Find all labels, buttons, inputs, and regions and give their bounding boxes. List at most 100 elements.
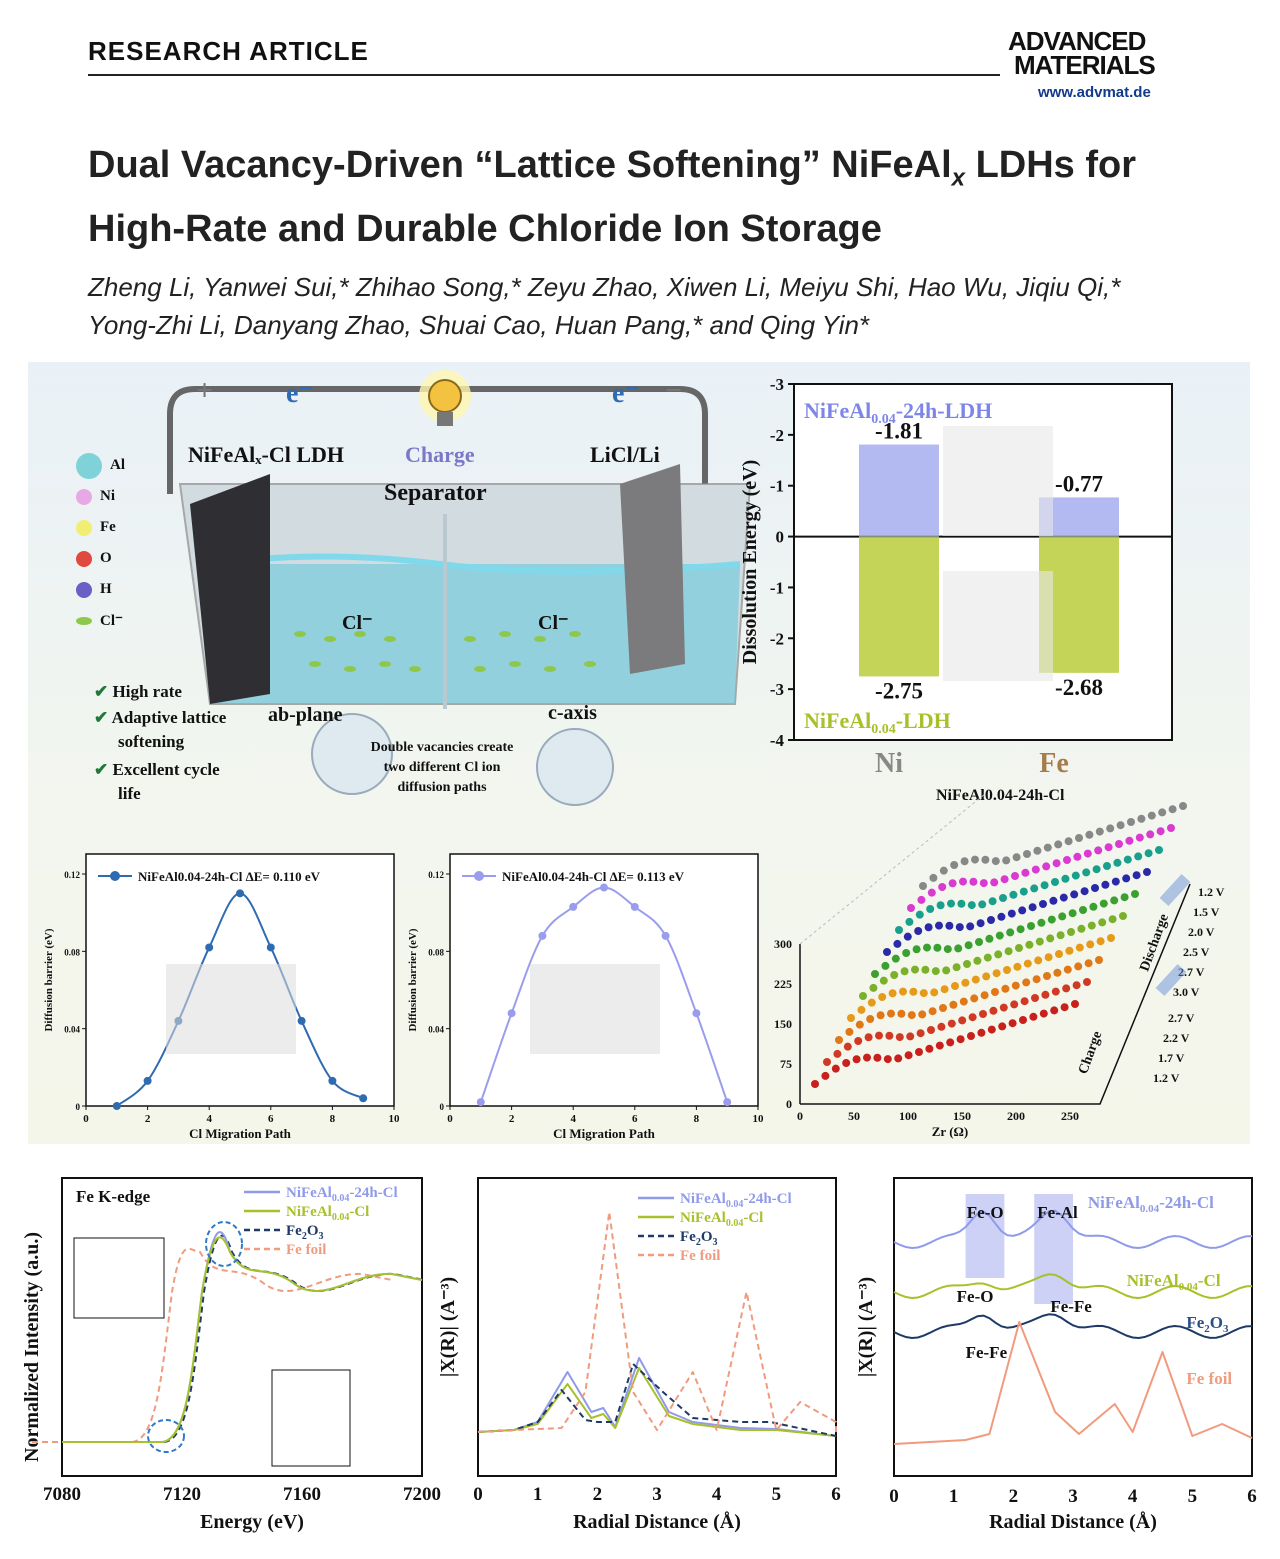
impedance-point bbox=[895, 926, 903, 934]
nyquist-3d-chart: NiFeAl0.04-24h-Cl 0 75 150 225 300 0 50 100 150 20… bbox=[774, 787, 1225, 1139]
impedance-point bbox=[1179, 802, 1187, 810]
separator-label: Separator bbox=[384, 480, 487, 506]
impedance-point bbox=[943, 945, 952, 954]
data-point bbox=[297, 1016, 306, 1025]
impedance-point bbox=[1019, 887, 1028, 896]
impedance-point bbox=[959, 997, 968, 1006]
chart-title: NiFeAl0.04-24h-Cl ΔE= 0.110 eV bbox=[138, 869, 321, 884]
nifeal-cl-curve bbox=[893, 1273, 1253, 1299]
legend-label: Fe foil bbox=[680, 1248, 720, 1264]
impedance-point bbox=[1095, 827, 1104, 836]
nifeal-cl-curve bbox=[62, 1236, 423, 1443]
x-tick-label: 6 bbox=[632, 1113, 638, 1125]
legend-label: Fe2O3 bbox=[680, 1229, 718, 1248]
impedance-point bbox=[987, 1025, 996, 1034]
impedance-point bbox=[1085, 830, 1094, 839]
legend-item: Ni bbox=[76, 481, 156, 512]
impedance-point bbox=[869, 983, 878, 992]
impedance-point bbox=[891, 954, 900, 963]
impedance-point bbox=[1029, 1012, 1038, 1021]
voltage-label: 2.0 V bbox=[1188, 925, 1215, 939]
feature-high-rate: ✔ High rate bbox=[94, 682, 182, 701]
feature-adaptive-lattice: ✔ Adaptive lattice bbox=[94, 708, 227, 727]
impedance-point bbox=[893, 939, 902, 948]
axis-frame bbox=[800, 883, 1191, 1105]
impedance-point bbox=[1137, 814, 1146, 823]
impedance-point bbox=[1146, 830, 1155, 839]
impedance-point bbox=[963, 960, 971, 968]
impedance-point bbox=[1144, 849, 1153, 858]
impedance-point bbox=[919, 882, 927, 890]
impedance-point bbox=[1065, 946, 1074, 955]
impedance-point bbox=[1071, 871, 1080, 880]
y-tick-label: -2 bbox=[770, 629, 784, 648]
bar-value-label: -1.81 bbox=[875, 419, 923, 444]
impedance-point bbox=[968, 1013, 977, 1022]
data-point bbox=[692, 1009, 701, 1018]
impedance-point bbox=[935, 921, 943, 930]
impedance-point bbox=[867, 998, 876, 1007]
impedance-series bbox=[919, 802, 1187, 890]
impedance-point bbox=[1075, 943, 1084, 952]
impedance-point bbox=[907, 904, 915, 912]
data-point bbox=[723, 1098, 732, 1107]
left-electrode-label: NiFeAlₓ-Cl LDH bbox=[188, 442, 344, 467]
legend-label: Cl⁻ bbox=[100, 613, 123, 629]
impedance-point bbox=[958, 1016, 967, 1025]
discharge-arrow-icon bbox=[1155, 873, 1191, 997]
impedance-point bbox=[1025, 940, 1034, 949]
impedance-point bbox=[1050, 1006, 1059, 1015]
impedance-series bbox=[847, 934, 1115, 1022]
data-point bbox=[328, 1076, 337, 1085]
legend-label: NiFeAl0.04-24h-Cl bbox=[680, 1191, 792, 1210]
legend-item: Cl⁻ bbox=[76, 605, 156, 636]
section-label: RESEARCH ARTICLE bbox=[88, 36, 369, 66]
impedance-point bbox=[855, 1020, 864, 1029]
impedance-point bbox=[939, 866, 948, 875]
impedance-point bbox=[1095, 956, 1103, 964]
impedance-point bbox=[887, 1009, 895, 1018]
impedance-point bbox=[1062, 984, 1071, 993]
y-tick-label: 0.04 bbox=[428, 1025, 444, 1035]
impedance-point bbox=[1167, 824, 1175, 832]
charge-label: Charge bbox=[1076, 1029, 1105, 1076]
impedance-point bbox=[1108, 915, 1117, 924]
impedance-point bbox=[1116, 821, 1125, 830]
data-point bbox=[600, 883, 608, 892]
impedance-point bbox=[1009, 890, 1018, 899]
check-icon: ✔ bbox=[94, 760, 113, 779]
impedance-point bbox=[921, 965, 930, 974]
data-point bbox=[476, 1098, 485, 1107]
impedance-point bbox=[823, 1058, 831, 1066]
impedance-point bbox=[1064, 837, 1073, 846]
feature-list: ✔ High rate ✔ Adaptive lattice softening… bbox=[94, 680, 226, 806]
impedance-series bbox=[883, 868, 1151, 956]
impedance-point bbox=[997, 912, 1006, 921]
impedance-point bbox=[1031, 994, 1039, 1002]
impedance-point bbox=[1032, 975, 1041, 984]
impedance-point bbox=[991, 857, 1000, 866]
y-tick-label: 0 bbox=[76, 1102, 81, 1112]
data-point bbox=[538, 931, 547, 940]
y-tick-label: 150 bbox=[774, 1017, 792, 1031]
impedance-point bbox=[1053, 968, 1062, 977]
impedance-point bbox=[957, 899, 966, 908]
impedance-point bbox=[961, 978, 970, 987]
impedance-point bbox=[942, 966, 951, 975]
check-icon: ✔ bbox=[94, 682, 113, 701]
impedance-point bbox=[915, 910, 924, 919]
impedance-point bbox=[916, 1029, 925, 1038]
data-point bbox=[569, 902, 578, 911]
impedance-point bbox=[1073, 852, 1082, 861]
impedance-point bbox=[1004, 947, 1013, 956]
impedance-point bbox=[960, 857, 969, 866]
impedance-point bbox=[878, 992, 887, 1001]
impedance-point bbox=[938, 882, 947, 891]
x-tick-label: 7120 bbox=[163, 1484, 201, 1505]
impedance-point bbox=[925, 1044, 934, 1053]
fe2o3-curve bbox=[64, 1234, 425, 1443]
journal-url[interactable]: www.advmat.de bbox=[1038, 84, 1151, 101]
legend-item: Fe bbox=[76, 512, 156, 543]
impedance-point bbox=[1049, 896, 1058, 905]
impedance-point bbox=[1143, 868, 1151, 876]
